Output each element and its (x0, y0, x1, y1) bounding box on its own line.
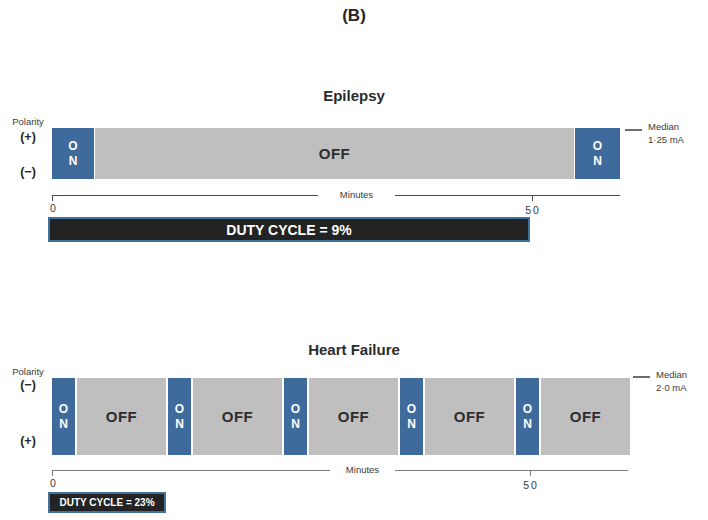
on-segment-label: ON (57, 402, 70, 432)
on-segment: ON (575, 128, 620, 179)
minutes-axis-epilepsy: Minutes 0 50 (52, 195, 620, 219)
figure-label: (B) (0, 6, 708, 26)
off-segment: OFF (425, 378, 514, 455)
axis-tick (532, 195, 533, 201)
polarity-top-sign: (−) (6, 378, 50, 392)
on-segment-label: ON (521, 402, 534, 432)
axis-label: Minutes (330, 464, 395, 475)
duty-cycle-badge-heart-failure: DUTY CYCLE = 23% (48, 492, 166, 513)
stimulation-bar-epilepsy: ON OFF ON (52, 128, 620, 179)
axis-line (52, 195, 318, 196)
axis-tick (52, 470, 53, 476)
median-annotation-epilepsy: Median 1·25 mA (648, 120, 684, 146)
axis-label: Minutes (318, 189, 395, 200)
polarity-bottom-sign: (−) (6, 165, 50, 179)
axis-line (52, 470, 330, 471)
off-segment: OFF (193, 378, 282, 455)
median-callout-line (625, 129, 642, 131)
on-segment: ON (52, 378, 75, 455)
axis-tick-label: 0 (50, 477, 56, 489)
panel-title-heart-failure: Heart Failure (0, 341, 708, 358)
off-segment: OFF (94, 128, 575, 179)
axis-line (395, 195, 620, 196)
on-segment-label: ON (67, 139, 80, 169)
figure-canvas: (B) Epilepsy Polarity (+) (−) ON OFF ON … (0, 0, 708, 520)
axis-tick-label: 50 (525, 204, 541, 216)
on-segment-label: ON (289, 402, 302, 432)
off-segment-label: OFF (454, 408, 486, 425)
polarity-bottom-sign: (+) (6, 434, 50, 448)
on-segment-label: ON (591, 139, 604, 169)
on-segment: ON (516, 378, 539, 455)
on-segment-label: ON (173, 402, 186, 432)
off-segment: OFF (309, 378, 398, 455)
off-segment: OFF (77, 378, 166, 455)
off-segment-label: OFF (570, 408, 602, 425)
axis-line (395, 470, 628, 471)
polarity-caption: Polarity (6, 366, 50, 377)
off-segment-label: OFF (319, 145, 351, 162)
on-segment: ON (52, 128, 94, 179)
median-callout-line (633, 376, 650, 378)
stimulation-bar-heart-failure: ON OFF ON OFF ON OFF ON OFF ON OFF (52, 378, 630, 455)
polarity-caption: Polarity (6, 116, 50, 127)
on-segment: ON (284, 378, 307, 455)
off-segment-label: OFF (106, 408, 138, 425)
panel-title-epilepsy: Epilepsy (0, 87, 708, 104)
on-segment-label: ON (405, 402, 418, 432)
off-segment-label: OFF (222, 408, 254, 425)
axis-tick-label: 50 (523, 479, 539, 491)
polarity-labels-epilepsy: Polarity (+) (−) (6, 116, 50, 179)
axis-tick (530, 470, 531, 476)
median-label: Median (656, 368, 687, 381)
median-value: 1·25 mA (648, 133, 684, 146)
median-annotation-heart-failure: Median 2·0 mA (656, 368, 687, 394)
on-segment: ON (400, 378, 423, 455)
polarity-labels-heart-failure: Polarity (−) (+) (6, 366, 50, 448)
duty-cycle-badge-epilepsy: DUTY CYCLE = 9% (48, 217, 530, 242)
polarity-top-sign: (+) (6, 130, 50, 144)
median-label: Median (648, 120, 684, 133)
off-segment: OFF (541, 378, 630, 455)
median-value: 2·0 mA (656, 381, 687, 394)
on-segment: ON (168, 378, 191, 455)
minutes-axis-heart-failure: Minutes 0 50 (52, 470, 628, 494)
axis-tick-label: 0 (50, 202, 56, 214)
axis-tick (52, 195, 53, 201)
off-segment-label: OFF (338, 408, 370, 425)
